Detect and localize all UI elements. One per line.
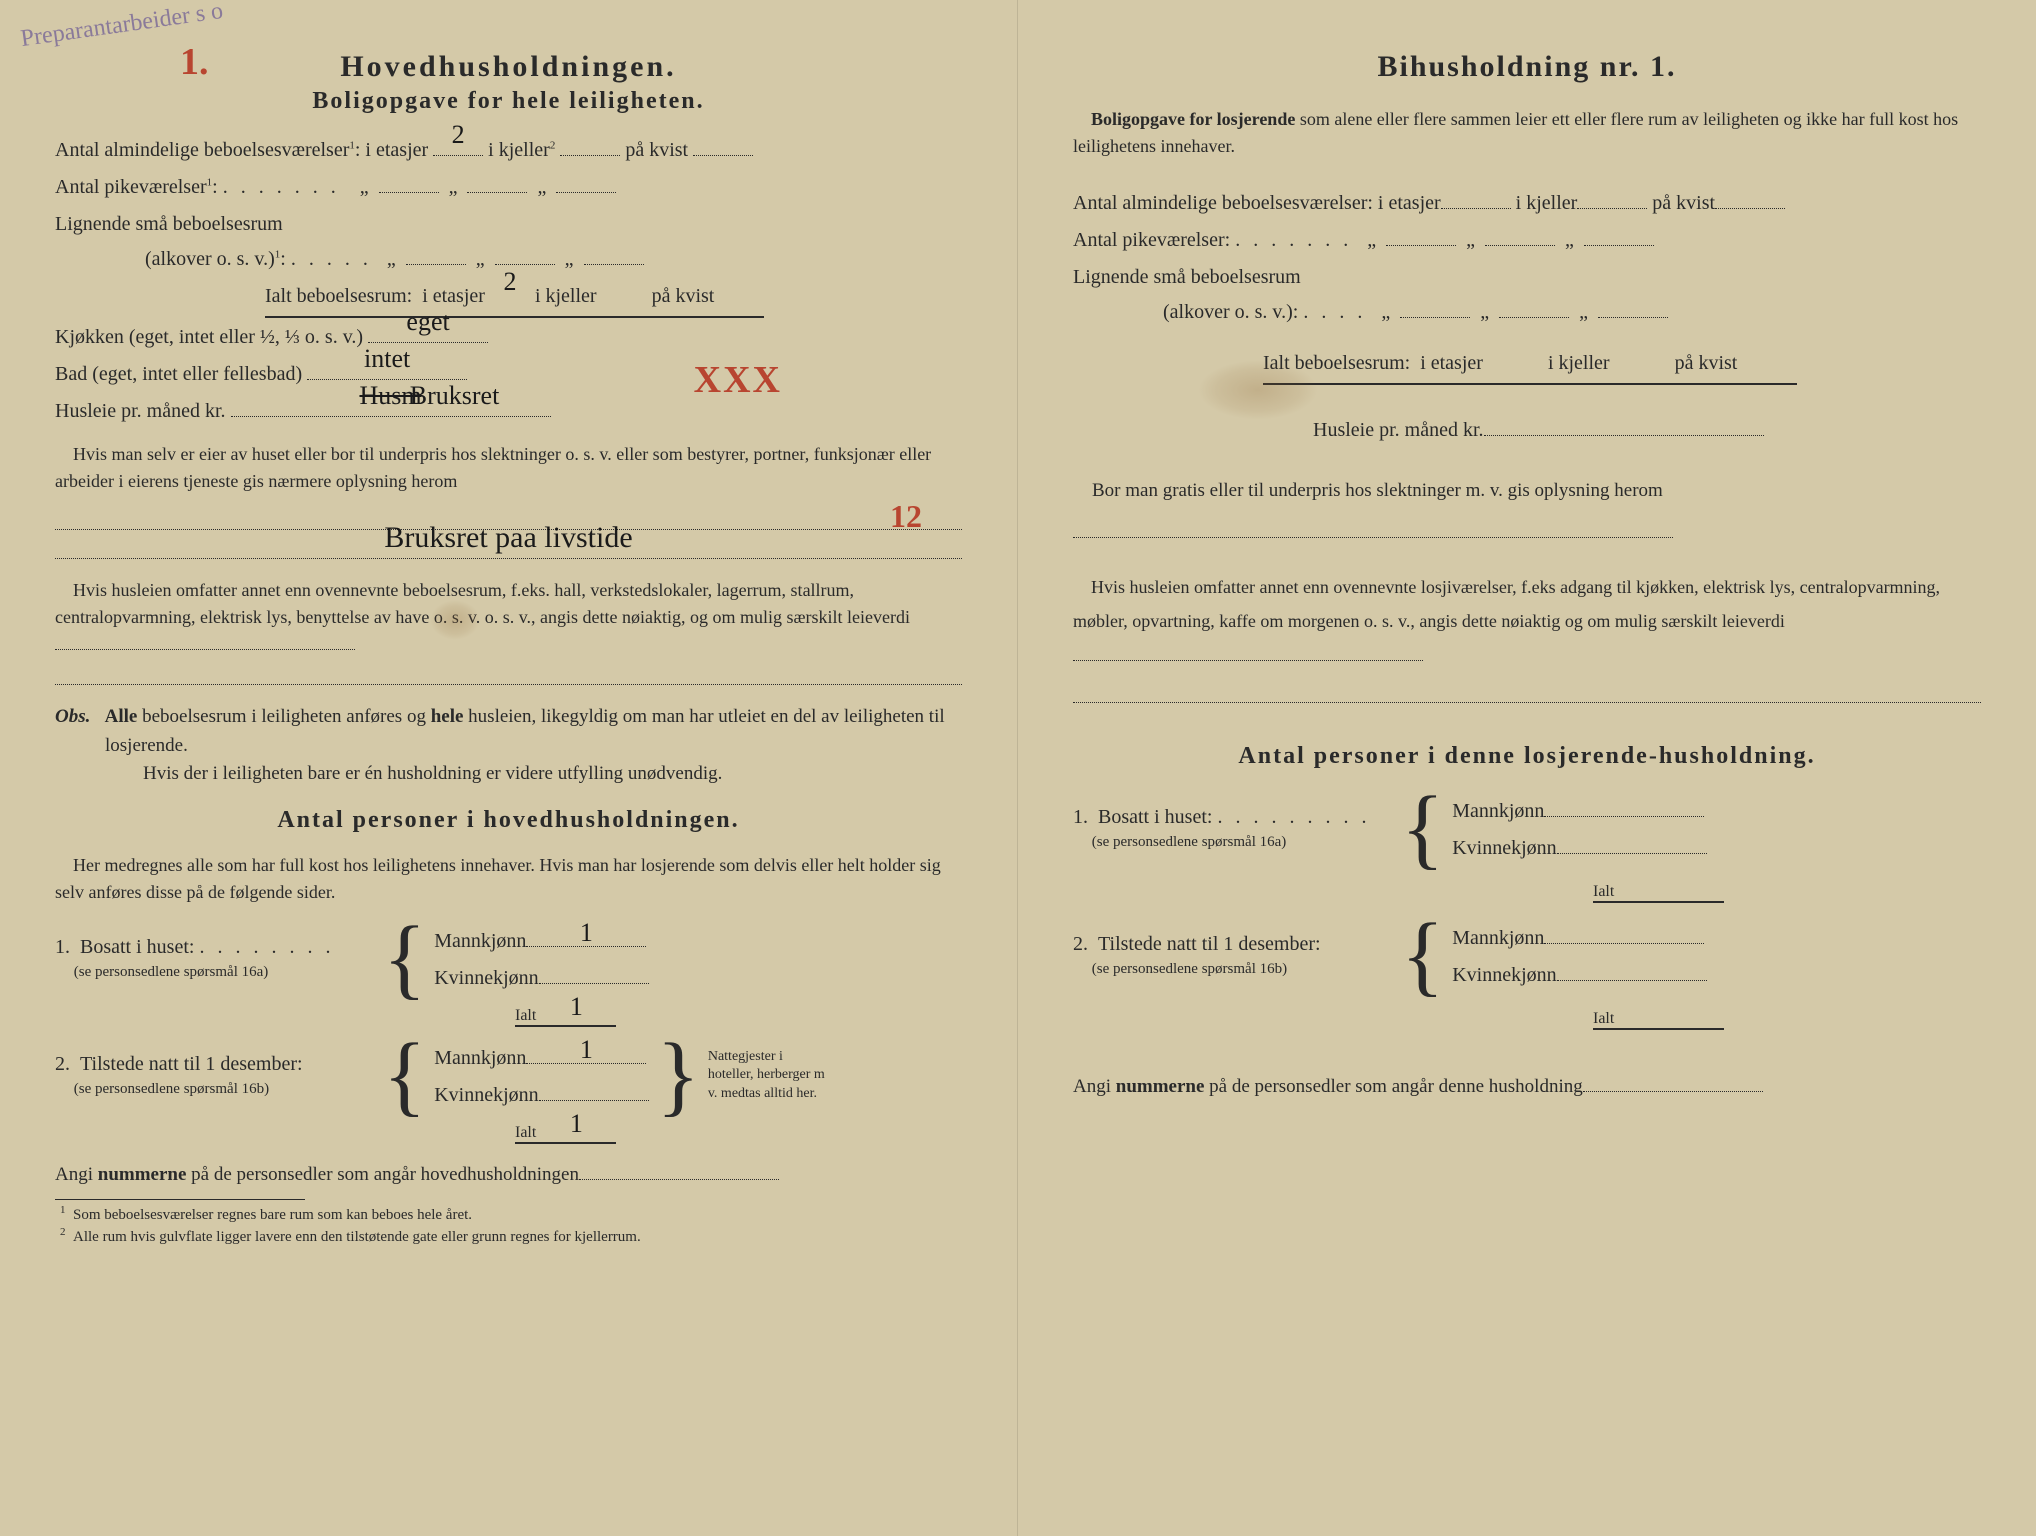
r-ialt-1: Ialt (1073, 878, 1981, 903)
rooms-line-3a: Lignende små beboelsesrum (55, 207, 962, 242)
paper-stain (430, 600, 480, 640)
rent-value: Bruksret (410, 373, 500, 419)
male-count-1: 1 (580, 918, 593, 948)
r-rooms-1: Antal almindelige beboelsesværelser: i e… (1073, 186, 1981, 221)
paper-stain-right (1198, 360, 1318, 420)
total-count-2: 1 (570, 1109, 583, 1139)
total-count-1: 1 (570, 992, 583, 1022)
angi-line: Angi nummerne på de personsedler som ang… (55, 1158, 962, 1191)
rooms-line-1: Antal almindelige beboelsesværelser1: i … (55, 133, 962, 168)
r-rent-line: Husleie pr. måned kr. (1073, 413, 1981, 448)
r-para2: Hvis husleien omfatter annet enn ovennev… (1073, 570, 1981, 704)
right-title: Bihusholdning nr. 1. (1073, 50, 1981, 84)
etasjer-value-2: 2 (503, 259, 516, 305)
r-question-2: 2. Tilstede natt til 1 desember: (se per… (1073, 921, 1981, 991)
red-number-1: 1. (180, 40, 209, 84)
r-persons-title: Antal personer i denne losjerende-hushol… (1073, 743, 1981, 770)
r-ialt-2: Ialt (1073, 1005, 1981, 1030)
owner-paragraph: Hvis man selv er eier av huset eller bor… (55, 441, 962, 559)
ialt-1: Ialt1 (55, 1002, 962, 1027)
footnote-2: 2 Alle rum hvis gulvflate ligger lavere … (55, 1226, 962, 1246)
etasjer-value-1: 2 (452, 112, 465, 158)
r-angi-line: Angi nummerne på de personsedler som ang… (1073, 1070, 1981, 1103)
obs-note: Obs. Alle beboelsesrum i leiligheten anf… (55, 703, 962, 789)
question-1-row: 1. Bosatt i huset: . . . . . . . . (se p… (55, 924, 962, 994)
kitchen-line: Kjøkken (eget, intet eller ½, ⅓ o. s. v.… (55, 320, 962, 355)
r-rooms-3b: (alkover o. s. v.): . . . . „ „ „ (1073, 295, 1981, 330)
r-para1: Bor man gratis eller til underpris hos s… (1073, 470, 1981, 554)
right-page: Bihusholdning nr. 1. Boligopgave for los… (1018, 0, 2036, 1536)
r-rooms-3a: Lignende små beboelsesrum (1073, 260, 1981, 295)
kitchen-value: eget (406, 299, 449, 345)
subtitle: Boligopgave for hele leiligheten. (55, 88, 962, 115)
red-12: 12 (890, 492, 922, 540)
red-xxx: XXX (694, 347, 782, 414)
census-form-document: Preparantarbeider s o 1. Hovedhusholdnin… (0, 0, 2036, 1536)
ialt-line: Ialt beboelsesrum: i etasjer 2 i kjeller… (55, 279, 962, 318)
left-page: Preparantarbeider s o 1. Hovedhusholdnin… (0, 0, 1018, 1536)
ialt-2: Ialt1 (55, 1119, 962, 1144)
question-2-row: 2. Tilstede natt til 1 desember: (se per… (55, 1041, 962, 1111)
r-question-1: 1. Bosatt i huset: . . . . . . . . . (se… (1073, 794, 1981, 864)
rooms-line-2: Antal pikeværelser1: . . . . . . . „ „ „ (55, 170, 962, 205)
hotel-note: Nattegjester i hoteller, herberger m v. … (708, 1048, 828, 1103)
handwritten-note: Bruksret paa livstide (384, 515, 632, 560)
r-rooms-2: Antal pikeværelser: . . . . . . . „ „ „ (1073, 223, 1981, 258)
persons-intro: Her medregnes alle som har full kost hos… (55, 852, 962, 906)
rent-line: Husleie pr. måned kr. HusmBruksret (55, 394, 962, 429)
right-intro: Boligopgave for losjerende som alene ell… (1073, 106, 1981, 160)
bath-line: Bad (eget, intet eller fellesbad) intet … (55, 357, 962, 392)
footnote-1: 1 Som beboelsesværelser regnes bare rum … (55, 1204, 962, 1224)
persons-title: Antal personer i hovedhusholdningen. (55, 807, 962, 834)
male-count-2: 1 (580, 1035, 593, 1065)
extras-paragraph: Hvis husleien omfatter annet enn ovennev… (55, 577, 962, 685)
